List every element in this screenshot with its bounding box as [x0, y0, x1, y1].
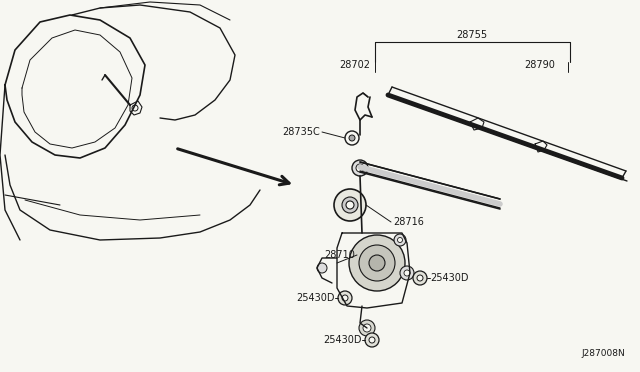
- Circle shape: [404, 270, 410, 276]
- Text: 25430D: 25430D: [323, 335, 362, 345]
- Circle shape: [369, 337, 375, 343]
- Circle shape: [338, 291, 352, 305]
- Circle shape: [349, 135, 355, 141]
- Circle shape: [317, 263, 327, 273]
- Circle shape: [417, 275, 423, 281]
- Text: 25430D: 25430D: [430, 273, 468, 283]
- Text: 28710: 28710: [324, 250, 355, 260]
- Text: 25430D: 25430D: [296, 293, 335, 303]
- Circle shape: [132, 105, 138, 111]
- Circle shape: [365, 333, 379, 347]
- Circle shape: [349, 235, 405, 291]
- Circle shape: [369, 255, 385, 271]
- Text: 28790: 28790: [525, 60, 556, 70]
- Circle shape: [413, 271, 427, 285]
- Circle shape: [345, 131, 359, 145]
- Circle shape: [359, 245, 395, 281]
- Circle shape: [342, 197, 358, 213]
- Circle shape: [363, 324, 371, 332]
- Text: 28735C: 28735C: [282, 127, 320, 137]
- Text: 28702: 28702: [339, 60, 371, 70]
- Circle shape: [394, 234, 406, 246]
- Circle shape: [397, 237, 403, 243]
- Text: 28716: 28716: [393, 217, 424, 227]
- Text: 28755: 28755: [456, 30, 488, 40]
- Circle shape: [334, 189, 366, 221]
- Circle shape: [400, 266, 414, 280]
- Circle shape: [346, 201, 354, 209]
- Circle shape: [356, 164, 364, 172]
- Circle shape: [342, 295, 348, 301]
- Text: J287008N: J287008N: [581, 349, 625, 358]
- Circle shape: [359, 320, 375, 336]
- Circle shape: [352, 160, 368, 176]
